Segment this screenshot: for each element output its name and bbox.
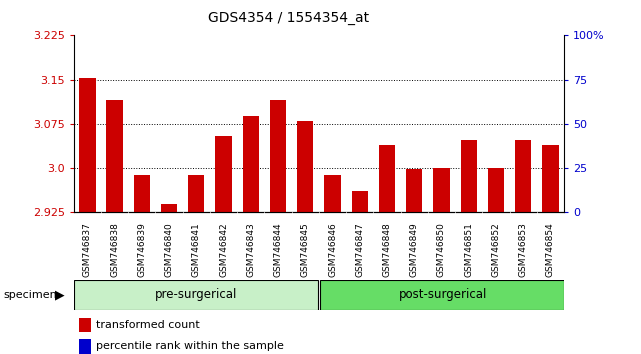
Text: GSM746849: GSM746849 (410, 223, 419, 277)
Bar (351, 190, 368, 212)
Text: GSM746841: GSM746841 (192, 223, 201, 277)
Bar (542, 144, 559, 212)
Text: GSM746837: GSM746837 (83, 223, 92, 278)
Bar (79, 318, 91, 332)
Text: percentile rank within the sample: percentile rank within the sample (96, 341, 284, 352)
Text: GSM746842: GSM746842 (219, 223, 228, 277)
Text: transformed count: transformed count (96, 320, 199, 330)
Text: GSM746851: GSM746851 (464, 223, 473, 278)
Bar (215, 136, 232, 212)
Bar (243, 116, 259, 212)
Bar (79, 339, 91, 354)
Bar (161, 204, 178, 212)
Bar (324, 175, 341, 212)
Bar (188, 175, 204, 212)
Text: post-surgerical: post-surgerical (399, 288, 487, 301)
Bar (106, 100, 123, 212)
Bar (379, 144, 395, 212)
Text: GSM746847: GSM746847 (355, 223, 364, 277)
Bar (79, 78, 96, 212)
Text: GSM746853: GSM746853 (519, 223, 528, 278)
Bar (515, 140, 531, 212)
Bar (433, 168, 450, 212)
Text: GSM746839: GSM746839 (137, 223, 146, 278)
Text: GDS4354 / 1554354_at: GDS4354 / 1554354_at (208, 11, 369, 25)
Text: GSM746846: GSM746846 (328, 223, 337, 277)
Text: GSM746838: GSM746838 (110, 223, 119, 278)
Text: GSM746854: GSM746854 (546, 223, 555, 277)
Bar (406, 169, 422, 212)
Text: GSM746848: GSM746848 (383, 223, 392, 277)
Bar (488, 168, 504, 212)
Text: GSM746852: GSM746852 (492, 223, 501, 277)
Text: GSM746843: GSM746843 (246, 223, 255, 277)
Bar (134, 175, 150, 212)
Bar (270, 100, 286, 212)
Bar (460, 140, 477, 212)
Bar (320, 280, 564, 310)
Text: GSM746844: GSM746844 (274, 223, 283, 277)
Text: GSM746840: GSM746840 (165, 223, 174, 277)
Text: specimen: specimen (3, 290, 57, 300)
Bar (74, 280, 317, 310)
Text: GSM746850: GSM746850 (437, 223, 446, 278)
Text: ▶: ▶ (54, 288, 64, 301)
Bar (297, 121, 313, 212)
Text: pre-surgerical: pre-surgerical (154, 288, 237, 301)
Text: GSM746845: GSM746845 (301, 223, 310, 277)
